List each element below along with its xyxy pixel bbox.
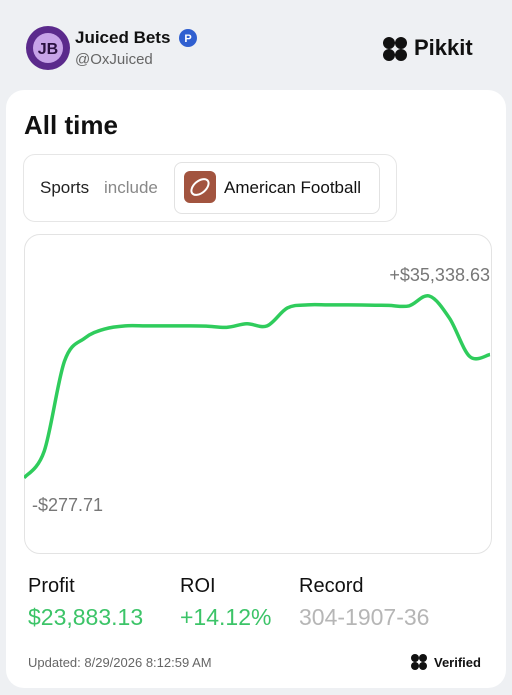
account-handle: @OxJuiced [75, 51, 153, 68]
filter-chip[interactable] [174, 162, 380, 214]
stat-value: 304-1907-36 [299, 604, 430, 630]
verified-badge: P [179, 29, 197, 47]
brand-logo [383, 37, 407, 61]
stat-value: $23,883.13 [28, 604, 144, 630]
avatar: JB [26, 26, 70, 70]
stat-label: Record [299, 575, 364, 597]
stat-label: Profit [28, 575, 75, 597]
value-label: -$277.71 [32, 495, 103, 515]
stat-value: +14.12% [180, 604, 272, 630]
chart-box [24, 234, 492, 554]
verified: Verified [434, 655, 481, 670]
card-title: All time [24, 110, 118, 140]
stat-label: ROI [180, 575, 216, 597]
profit-chart: -$277.71 +$35,338.63 [24, 265, 491, 515]
profit-line [24, 294, 491, 480]
brand-name: Pikkit [414, 35, 473, 60]
value-label: +$35,338.63 [389, 265, 490, 285]
filter-value: American Football [224, 178, 362, 197]
football-icon [184, 171, 216, 203]
svg-text:P: P [184, 33, 191, 45]
svg-text:JB: JB [38, 41, 58, 58]
filter-label: Sports [40, 178, 90, 197]
verified-icon [411, 654, 427, 670]
updated: Updated: 8/29/2026 8:12:59 AM [28, 655, 212, 670]
filter-operator: include [104, 178, 158, 197]
account-name: Juiced Bets [75, 28, 171, 47]
